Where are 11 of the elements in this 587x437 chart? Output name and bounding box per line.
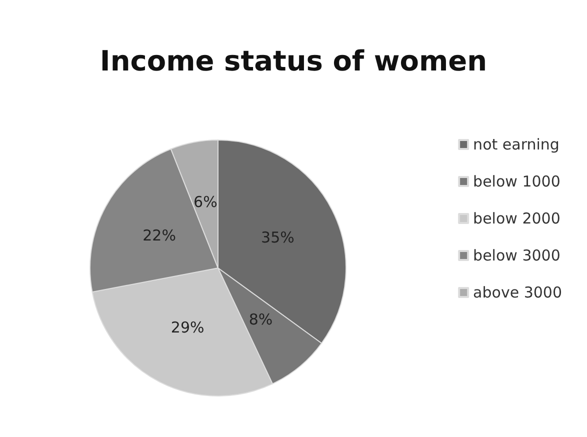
legend-label: below 3000 [473, 246, 560, 264]
data-label: 35% [261, 228, 294, 247]
legend-label: below 1000 [473, 172, 560, 190]
legend-label: not earning [473, 136, 560, 154]
chart-title: Income status of women [100, 44, 488, 78]
data-label: 22% [142, 226, 176, 245]
legend-label: above 3000 [473, 284, 562, 302]
data-label: 6% [194, 193, 218, 212]
data-label: 8% [248, 310, 273, 329]
data-label: 29% [170, 318, 204, 337]
legend-label: below 2000 [473, 210, 560, 228]
